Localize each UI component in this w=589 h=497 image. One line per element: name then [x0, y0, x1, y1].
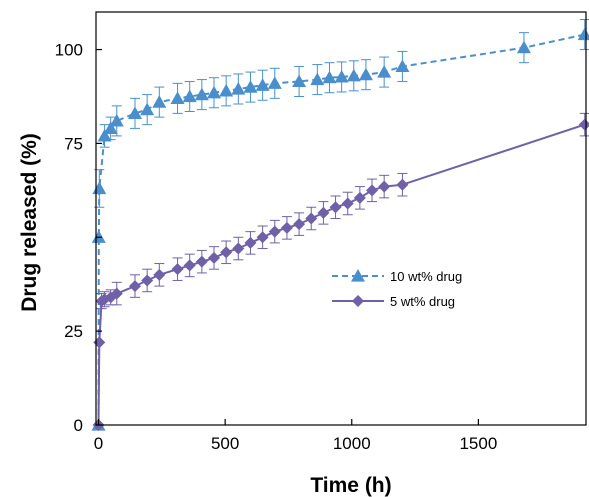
diamond-marker [293, 218, 306, 231]
diamond-marker [256, 231, 269, 244]
legend-triangle-marker [351, 269, 365, 282]
triangle-marker [395, 59, 410, 73]
diamond-marker [353, 191, 366, 204]
diamond-marker [244, 236, 257, 249]
triangle-marker [140, 102, 155, 116]
y-tick-label: 100 [55, 41, 83, 60]
legend-item-10wt: 10 wt% drug [332, 269, 462, 284]
series-0 [91, 19, 589, 431]
legend-label-5wt: 5 wt% drug [390, 294, 455, 309]
diamond-marker [110, 287, 123, 300]
y-tick-label: 25 [64, 322, 83, 341]
triangle-marker [109, 113, 124, 127]
diamond-marker [153, 268, 166, 281]
diamond-marker [280, 221, 293, 234]
diamond-marker [220, 246, 233, 259]
triangle-marker [92, 181, 107, 195]
triangle-marker [219, 83, 234, 97]
triangle-marker [91, 230, 106, 243]
triangle-marker [243, 80, 258, 93]
triangle-marker [516, 40, 531, 54]
diamond-marker [378, 180, 391, 193]
triangle-marker [231, 81, 246, 95]
triangle-marker [322, 70, 337, 84]
triangle-marker [377, 65, 392, 78]
plot-frame [95, 11, 587, 426]
triangle-marker [127, 106, 142, 119]
diamond-marker [128, 280, 141, 293]
y-tick-label: 0 [74, 416, 83, 435]
diamond-marker [208, 251, 221, 264]
diamond-marker [93, 336, 106, 349]
triangle-marker [97, 128, 112, 142]
legend-item-5wt: 5 wt% drug [332, 294, 455, 309]
triangle-marker [182, 89, 197, 103]
triangle-marker [170, 91, 185, 104]
diamond-marker [171, 263, 184, 276]
diamond-marker [305, 212, 318, 225]
series-layer [91, 19, 589, 431]
series-line [97, 33, 585, 426]
triangle-marker [207, 85, 222, 99]
diamond-marker [141, 274, 154, 287]
x-tick-label: 0 [94, 434, 103, 453]
series-line [97, 123, 586, 426]
diamond-marker [366, 184, 379, 197]
y-axis-title: Drug released (%) [18, 133, 41, 312]
x-tick-label: 1500 [459, 434, 497, 453]
legend-label-10wt: 10 wt% drug [390, 269, 462, 284]
diamond-marker [578, 118, 589, 131]
triangle-marker [103, 121, 118, 134]
triangle-marker [255, 78, 270, 91]
legend-diamond-marker [352, 295, 364, 307]
x-tick-label: 500 [211, 434, 239, 453]
triangle-marker [334, 69, 349, 83]
y-tick-label: 75 [64, 134, 83, 153]
triangle-marker [577, 27, 589, 41]
diamond-marker [329, 201, 342, 214]
diamond-marker [341, 197, 354, 210]
diamond-marker [183, 259, 196, 272]
diamond-marker [317, 206, 330, 219]
diamond-marker [268, 225, 281, 238]
triangle-marker [292, 74, 307, 88]
triangle-marker [358, 67, 373, 81]
series-1 [92, 112, 589, 431]
triangle-marker [267, 76, 282, 89]
triangle-marker [152, 95, 167, 108]
triangle-marker [346, 68, 361, 82]
x-tick-label: 1000 [333, 434, 371, 453]
legend: 10 wt% drug 5 wt% drug [332, 269, 462, 309]
ticks-layer: 0 500 1000 1500 0 25 75 100 [55, 41, 498, 453]
triangle-marker [194, 87, 209, 101]
x-axis-title: Time (h) [310, 474, 391, 497]
diamond-marker [396, 178, 409, 191]
triangle-marker [310, 72, 325, 86]
diamond-marker [232, 242, 245, 255]
diamond-marker [195, 255, 208, 268]
